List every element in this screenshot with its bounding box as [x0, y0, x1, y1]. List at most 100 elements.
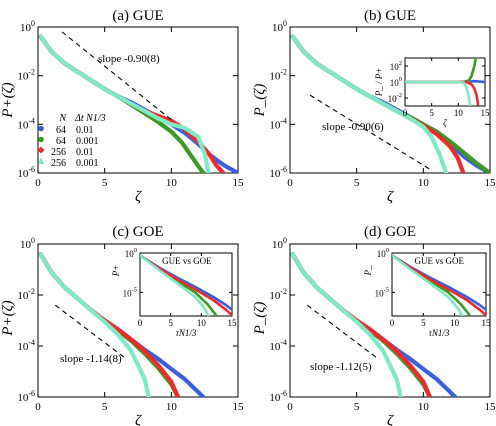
inset-y-label: P+ [111, 265, 121, 278]
slope-annotation: slope -1.14(8) [60, 353, 122, 365]
inset-x-tick-label: 0 [390, 318, 395, 328]
inset-y-tick-label: 102 [390, 60, 402, 72]
y-tick-label: 10-2 [269, 68, 287, 83]
inset-frame [139, 252, 233, 317]
slope-annotation: slope -0.90(8) [98, 53, 160, 65]
slope-annotation: slope -1.12(5) [310, 361, 372, 373]
legend-n-value: 256 [51, 158, 66, 169]
x-axis-label: ζ [387, 413, 394, 426]
slope-reference-line [61, 31, 175, 123]
y-tick-label: 100 [272, 236, 287, 251]
inset-series-line [405, 80, 472, 106]
inset-series-line [392, 254, 464, 316]
legend-header-dt: Δt N1/3 [74, 113, 106, 124]
inset-frame [391, 252, 487, 317]
y-tick-label: 10-4 [269, 338, 287, 353]
legend: N Δt N1/3 64 0.01 64 0.001 256 0.01 256 0.001 [37, 113, 106, 169]
y-axis-label: P_(ζ) [252, 84, 268, 118]
x-tick-label: 15 [233, 401, 245, 413]
series-group [290, 34, 490, 173]
y-tick-label: 10-6 [269, 389, 287, 404]
y-tick-label: 10-2 [17, 68, 35, 83]
x-tick-label: 5 [102, 177, 108, 189]
inset-x-tick-label: 5 [421, 318, 426, 328]
legend-dt-value: 0.001 [76, 158, 99, 169]
inset-x-tick-label: 15 [481, 108, 491, 118]
inset-x-tick-label: 10 [450, 318, 460, 328]
inset-x-tick-label: 10 [197, 318, 207, 328]
x-tick-label: 10 [166, 177, 178, 189]
frame [289, 26, 491, 174]
y-axis-label: P+(ζ) [0, 82, 16, 118]
inset: 0 5 10 15 100 10-5 GUE vs GOE τN1/3 P+ [111, 247, 237, 338]
y-tick-label: 10-4 [17, 338, 35, 353]
x-tick-label: 5 [354, 401, 360, 413]
legend-n-value: 256 [51, 147, 66, 158]
inset: 0 5 10 15 100 10-5 GUE vs GOE τN1/3 P_ [363, 247, 491, 338]
x-tick-label: 10 [166, 401, 178, 413]
x-tick-label: 15 [233, 177, 245, 189]
inset-x-tick-label: 0 [138, 318, 143, 328]
y-axis-label: P+(ζ) [0, 300, 16, 336]
x-axis-label: ζ [135, 413, 142, 426]
legend-n-value: 64 [56, 136, 66, 147]
x-tick-label: 10 [418, 177, 430, 189]
panel-title: (a) GUE [112, 8, 163, 24]
series-line [290, 252, 403, 397]
x-tick-label: 0 [287, 401, 293, 413]
inset-y-tick-label: 10-5 [375, 286, 389, 298]
inset-title: GUE vs GOE [415, 256, 465, 266]
series-group [38, 252, 206, 397]
inset-x-tick-label: 5 [429, 108, 434, 118]
slope-reference-line [309, 94, 431, 170]
legend-marker [38, 125, 44, 132]
y-axis-label: P_(ζ) [252, 302, 268, 336]
x-tick-label: 15 [485, 177, 496, 189]
slope-reference-line [307, 304, 379, 360]
y-tick-label: 10-2 [17, 287, 35, 302]
y-tick-label: 10-6 [17, 165, 35, 180]
frame [289, 243, 491, 398]
panel-title: (b) GUE [364, 8, 416, 24]
inset-series-line [140, 254, 210, 316]
inset-y-tick-label: 10-2 [388, 92, 402, 104]
x-tick-label: 15 [485, 401, 496, 413]
legend-dt-value: 0.01 [76, 147, 94, 158]
inset-y-tick-label: 100 [125, 247, 137, 259]
inset-series-group [405, 58, 485, 106]
inset-series-group [140, 254, 232, 316]
panel-title: (c) GOE [112, 224, 163, 240]
inset-x-tick-label: 5 [168, 318, 173, 328]
slope-reference-line [55, 304, 127, 360]
legend-n-value: 64 [56, 125, 66, 136]
inset-y-tick-label: 100 [390, 76, 402, 88]
y-tick-label: 10-6 [17, 389, 35, 404]
series-line [38, 34, 211, 173]
y-tick-label: 10-4 [269, 116, 287, 131]
inset-x-tick-label: 15 [482, 318, 492, 328]
y-tick-label: 10-2 [269, 287, 287, 302]
x-tick-label: 10 [418, 401, 430, 413]
legend-marker [38, 157, 44, 164]
panel-c: 0 5 10 15 100 10-2 10-4 10-6 slope -1.14(8) (c) G… [0, 224, 244, 426]
inset: 0 5 10 15 102 100 10-2 ζ P_ / P+ [374, 57, 491, 128]
x-tick-label: 0 [35, 177, 41, 189]
frame [37, 243, 239, 398]
legend-dt-value: 0.001 [76, 136, 99, 147]
slope-annotation: slope -0.90(6) [322, 121, 384, 133]
inset-x-tick-label: 15 [228, 318, 238, 328]
x-axis-label: ζ [135, 189, 142, 205]
legend-marker [38, 136, 44, 143]
x-tick-label: 5 [102, 401, 108, 413]
legend-marker [37, 146, 45, 154]
inset-y-label: P_ / P+ [374, 68, 384, 98]
legend-header-n: N [58, 113, 67, 124]
inset-x-label: τN1/3 [176, 328, 197, 338]
inset-x-tick-label: 10 [454, 108, 464, 118]
inset-y-tick-label: 10-5 [123, 286, 137, 298]
x-axis-label: ζ [387, 189, 394, 205]
y-tick-label: 10-6 [269, 165, 287, 180]
